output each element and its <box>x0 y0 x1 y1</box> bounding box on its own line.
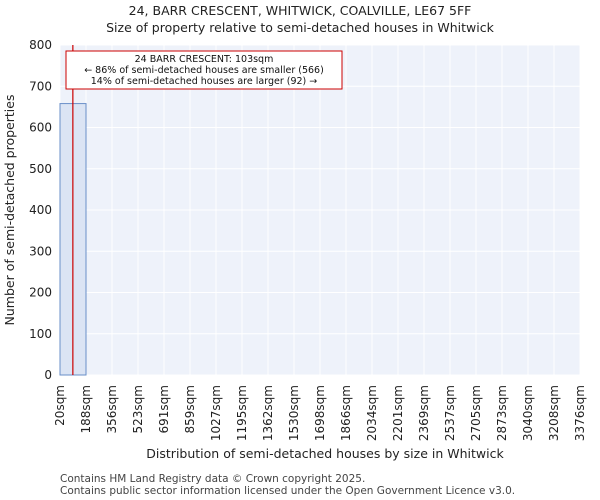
x-tick-label: 20sqm <box>53 385 67 426</box>
property-annotation: 24 BARR CRESCENT: 103sqm ← 86% of semi-d… <box>65 50 343 90</box>
x-tick-label: 188sqm <box>79 385 93 433</box>
x-tick-label: 1195sqm <box>235 385 249 441</box>
x-tick-label: 1530sqm <box>287 385 301 441</box>
x-tick-label: 859sqm <box>183 385 197 433</box>
y-axis-label: Number of semi-detached properties <box>2 95 17 326</box>
y-tick-label: 500 <box>29 162 52 176</box>
x-tick-label: 356sqm <box>105 385 119 433</box>
x-tick-label: 1866sqm <box>339 385 353 441</box>
footer-copyright: Contains HM Land Registry data © Crown c… <box>60 473 366 485</box>
chart-subtitle: Size of property relative to semi-detach… <box>106 20 494 35</box>
gridlines <box>59 44 581 376</box>
y-tick-label: 300 <box>29 244 52 258</box>
y-axis-ticks: 0 100 200 300 400 500 600 700 800 <box>29 38 52 382</box>
x-tick-label: 3376sqm <box>573 385 587 441</box>
y-tick-label: 700 <box>29 79 52 93</box>
x-axis-label: Distribution of semi-detached houses by … <box>146 446 504 461</box>
y-tick-label: 100 <box>29 327 52 341</box>
annotation-line-3: 14% of semi-detached houses are larger (… <box>91 76 318 87</box>
x-tick-label: 3040sqm <box>521 385 535 441</box>
x-tick-label: 2034sqm <box>365 385 379 441</box>
footer-licence: Contains public sector information licen… <box>60 485 516 497</box>
x-tick-label: 3208sqm <box>547 385 561 441</box>
annotation-line-2: ← 86% of semi-detached houses are smalle… <box>84 65 324 76</box>
x-tick-label: 2369sqm <box>417 385 431 441</box>
x-tick-label: 2201sqm <box>391 385 405 441</box>
x-tick-label: 523sqm <box>131 385 145 433</box>
y-tick-label: 0 <box>44 368 52 382</box>
x-tick-label: 2705sqm <box>469 385 483 441</box>
y-tick-label: 800 <box>29 38 52 52</box>
y-tick-label: 400 <box>29 203 52 217</box>
y-tick-label: 600 <box>29 121 52 135</box>
annotation-box <box>65 50 343 90</box>
x-tick-label: 1698sqm <box>313 385 327 441</box>
x-tick-label: 2537sqm <box>443 385 457 441</box>
x-tick-label: 1362sqm <box>261 385 275 441</box>
y-tick-label: 200 <box>29 286 52 300</box>
x-axis-ticks: 20sqm 188sqm 356sqm 523sqm 691sqm 859sqm 1027s… <box>53 385 587 441</box>
chart-title: 24, BARR CRESCENT, WHITWICK, COALVILLE, … <box>128 3 472 18</box>
annotation-line-1: 24 BARR CRESCENT: 103sqm <box>135 54 274 65</box>
x-tick-label: 691sqm <box>157 385 171 433</box>
x-tick-label: 2873sqm <box>495 385 509 441</box>
x-tick-label: 1027sqm <box>209 385 223 441</box>
